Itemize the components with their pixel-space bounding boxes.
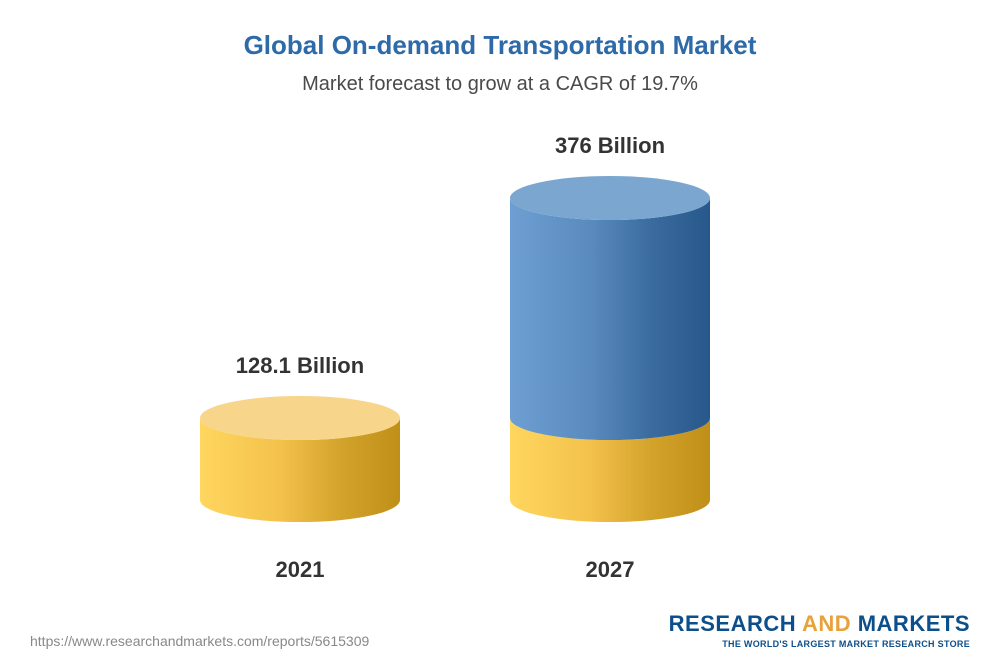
value-label: 376 Billion xyxy=(508,133,712,159)
source-url: https://www.researchandmarkets.com/repor… xyxy=(30,633,369,649)
cylinder-svg xyxy=(198,394,402,524)
year-label: 2021 xyxy=(198,557,402,583)
brand-part3: MARKETS xyxy=(858,611,970,636)
brand-main: RESEARCH AND MARKETS xyxy=(669,611,970,637)
chart-title: Global On-demand Transportation Market xyxy=(0,0,1000,61)
chart-area: 128.1 Billion2021376 Billion2027 xyxy=(0,116,1000,556)
brand-part2: AND xyxy=(802,611,858,636)
brand-tagline: THE WORLD'S LARGEST MARKET RESEARCH STOR… xyxy=(669,639,970,649)
value-label: 128.1 Billion xyxy=(198,353,402,379)
brand-logo: RESEARCH AND MARKETS THE WORLD'S LARGEST… xyxy=(669,611,970,649)
brand-part1: RESEARCH xyxy=(669,611,802,636)
cylinder-2021: 128.1 Billion 2021 xyxy=(198,353,402,583)
footer: https://www.researchandmarkets.com/repor… xyxy=(0,611,1000,649)
cylinder-svg xyxy=(508,174,712,524)
year-label: 2027 xyxy=(508,557,712,583)
cylinder-2027: 376 Billion 2027 xyxy=(508,133,712,583)
chart-subtitle: Market forecast to grow at a CAGR of 19.… xyxy=(0,61,1000,96)
